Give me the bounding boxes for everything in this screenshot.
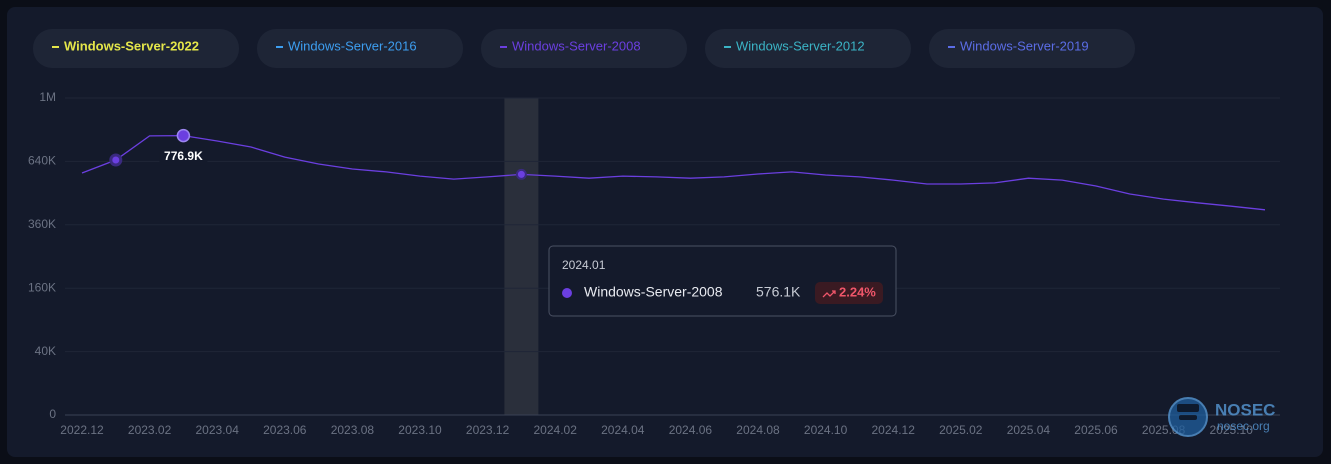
legend-item[interactable]: Windows-Server-2016	[257, 29, 463, 68]
tooltip-value: 576.1K	[756, 284, 801, 300]
tooltip-date: 2024.01	[562, 258, 606, 272]
legend-label: Windows-Server-2008	[512, 38, 641, 53]
point-marker	[515, 168, 527, 180]
x-tick-label: 2024.10	[804, 423, 848, 437]
tooltip-series: Windows-Server-2008	[584, 284, 723, 300]
y-tick-label: 1M	[39, 90, 56, 104]
legend-pill	[257, 29, 463, 68]
point-marker	[109, 153, 123, 167]
legend-item[interactable]: Windows-Server-2008	[481, 29, 687, 68]
x-tick-label: 2023.02	[128, 423, 172, 437]
change-icon	[822, 290, 836, 298]
x-tick-label: 2023.06	[263, 423, 307, 437]
legend-label: Windows-Server-2016	[288, 38, 417, 53]
y-tick-label: 0	[49, 407, 56, 421]
x-tick-label: 2024.12	[872, 423, 916, 437]
x-tick-label: 2024.08	[736, 423, 780, 437]
y-tick-label: 40K	[35, 344, 56, 358]
legend-label: Windows-Server-2022	[64, 38, 199, 53]
legend-pill	[33, 29, 239, 68]
tooltip	[548, 245, 897, 317]
x-tick-label: 2024.04	[601, 423, 645, 437]
watermark-hat	[1177, 404, 1199, 412]
x-tick-label: 2022.12	[60, 423, 104, 437]
legend-pill	[929, 29, 1135, 68]
legend-item[interactable]: Windows-Server-2019	[929, 29, 1135, 68]
change-badge	[815, 282, 883, 304]
legend-item[interactable]: Windows-Server-2022	[33, 29, 239, 68]
watermark-subtitle: nosec.org	[1217, 419, 1270, 433]
legend-pill	[481, 29, 687, 68]
y-tick-label: 360K	[28, 217, 56, 231]
data-label-bg	[159, 147, 208, 166]
hover-band	[504, 98, 539, 415]
x-tick-label: 2025.10	[1210, 423, 1254, 437]
x-tick-label: 2024.02	[534, 423, 578, 437]
tooltip-change: 2.24%	[839, 284, 876, 299]
x-tick-label: 2023.10	[398, 423, 442, 437]
legend-label: Windows-Server-2019	[960, 38, 1089, 53]
legend-pill	[705, 29, 911, 68]
x-tick-label: 2024.06	[669, 423, 713, 437]
legend-label: Windows-Server-2012	[736, 38, 865, 53]
series-line	[81, 134, 1266, 211]
data-label: 776.9K	[164, 149, 203, 163]
y-tick-label: 160K	[28, 280, 56, 294]
y-tick-label: 640K	[28, 154, 56, 168]
x-tick-label: 2023.08	[331, 423, 375, 437]
x-tick-label: 2025.02	[939, 423, 983, 437]
x-tick-label: 2023.04	[196, 423, 240, 437]
tooltip-marker	[562, 288, 572, 298]
watermark-title: NOSEC	[1215, 400, 1275, 419]
x-tick-label: 2025.04	[1007, 423, 1051, 437]
panel	[7, 7, 1323, 457]
watermark-glasses	[1179, 415, 1197, 420]
x-tick-label: 2023.12	[466, 423, 510, 437]
legend-item[interactable]: Windows-Server-2012	[705, 29, 911, 68]
point-marker	[176, 128, 191, 143]
x-tick-label: 2025.06	[1074, 423, 1118, 437]
